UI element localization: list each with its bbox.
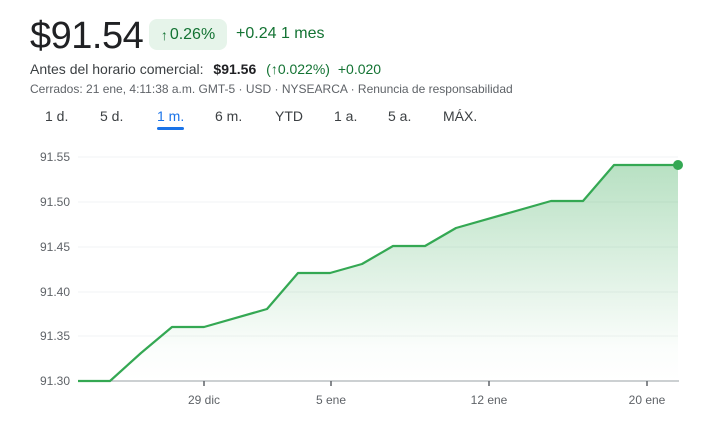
premarket-change-abs: +0.020 [337,61,382,77]
change-percent-badge: ↑ 0.26% [149,19,227,50]
y-tick-label: 91.55 [39,150,70,164]
premarket-change-pct: 0.022% [277,61,326,77]
tab-5y[interactable]: 5 a. [388,108,412,124]
y-tick-label: 91.30 [39,374,70,388]
y-tick-label: 91.45 [39,240,70,254]
x-ticks [203,381,648,386]
tab-1y[interactable]: 1 a. [334,108,358,124]
price-line [78,163,678,383]
current-price: $91.54 [30,15,144,57]
y-tick-label: 91.35 [39,329,70,343]
x-tick-label: 20 ene [628,393,666,407]
tab-5d[interactable]: 5 d. [100,108,124,124]
tab-1m[interactable]: 1 m. [157,108,185,130]
premarket-change-close: ) [325,61,330,77]
period-label: 1 mes [280,25,325,42]
area-fill [78,165,678,381]
change-percent: 0.26% [169,25,216,43]
x-tick-label: 5 ene [315,393,347,407]
premarket-price: $91.56 [213,61,257,77]
y-tick-label: 91.50 [39,195,70,209]
arrow-up-icon: ↑ [270,61,278,77]
x-tick-label: 12 ene [470,393,508,407]
last-point-marker [673,160,683,170]
arrow-up-icon: ↑ [160,26,168,43]
premarket-label: Antes del horario comercial: [30,61,204,77]
price-chart[interactable]: 91.55 91.50 91.45 91.40 91.35 91.30 29 d… [0,140,709,425]
tab-6m[interactable]: 6 m. [215,108,243,124]
change-absolute: +0.24 1 mes [236,25,325,43]
market-meta: Cerrados: 21 ene, 4:11:38 a.m. GMT-5 · U… [30,82,513,96]
premarket-change-open: ( [266,61,271,77]
x-tick-label: 29 dic [187,393,221,407]
change-abs-value: +0.24 [236,25,277,42]
premarket-row: Antes del horario comercial: $91.56 (↑0.… [30,61,381,77]
chart-svg [78,156,683,386]
tab-ytd[interactable]: YTD [275,108,303,124]
tab-1d[interactable]: 1 d. [45,108,69,124]
y-tick-label: 91.40 [39,285,70,299]
tab-max[interactable]: MÁX. [443,108,478,124]
